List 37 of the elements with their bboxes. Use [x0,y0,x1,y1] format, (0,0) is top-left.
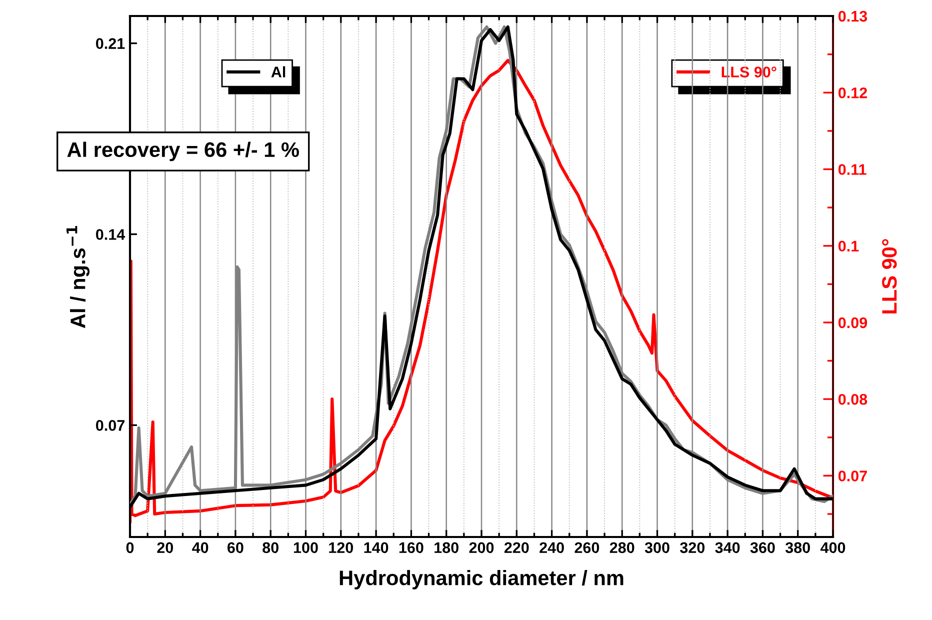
legend-label: Al [271,66,286,78]
x-tick-label: 380 [785,542,810,554]
x-tick-label: 180 [434,542,458,554]
y2-axis-title: LLS 90° [882,239,897,314]
x-tick-label: 360 [750,542,775,554]
annotation: Al recovery = 66 +/- 1 % [67,142,299,162]
y2-tick-label: 0.11 [838,164,866,175]
y-axis-title: Al / ng.s$^{−1}$ [66,226,90,328]
x-tick-label: 80 [262,542,278,554]
x-tick-label: 220 [504,542,529,554]
y2-tick-label: 0.09 [838,317,868,328]
x-tick-label: 100 [294,542,318,554]
y2-tick-label: 0.1 [838,240,859,252]
y-tick-label: 0.14 [96,229,126,240]
y2-tick-label: 0.13 [838,10,868,22]
x-axis-title: Hydrodynamic diameter / nm [340,570,624,590]
y-tick-label: 0.07 [96,420,124,431]
x-tick-label: 60 [228,542,244,554]
y2-tick-label: 0.07 [838,470,867,482]
x-tick-label: 320 [680,542,705,554]
x-tick-label: 120 [329,542,354,554]
x-tick-label: 260 [574,542,600,554]
x-tick-label: 160 [399,542,424,554]
y2-tick-label: 0.12 [838,87,867,98]
y-tick-label: 0.21 [96,38,125,49]
x-tick-label: 140 [364,542,388,554]
x-tick-label: 300 [644,542,670,554]
x-tick-label: 40 [192,542,208,554]
x-tick-label: 340 [715,542,740,554]
x-tick-label: 200 [469,542,494,554]
x-tick-label: 240 [540,542,564,554]
y2-tick-label: 0.08 [838,394,868,405]
x-tick-label: 400 [820,542,846,554]
x-tick-label: 280 [610,542,634,554]
legend-label: LLS 90° [722,66,776,78]
x-tick-label: 0 [126,542,134,554]
x-tick-label: 20 [157,542,174,554]
